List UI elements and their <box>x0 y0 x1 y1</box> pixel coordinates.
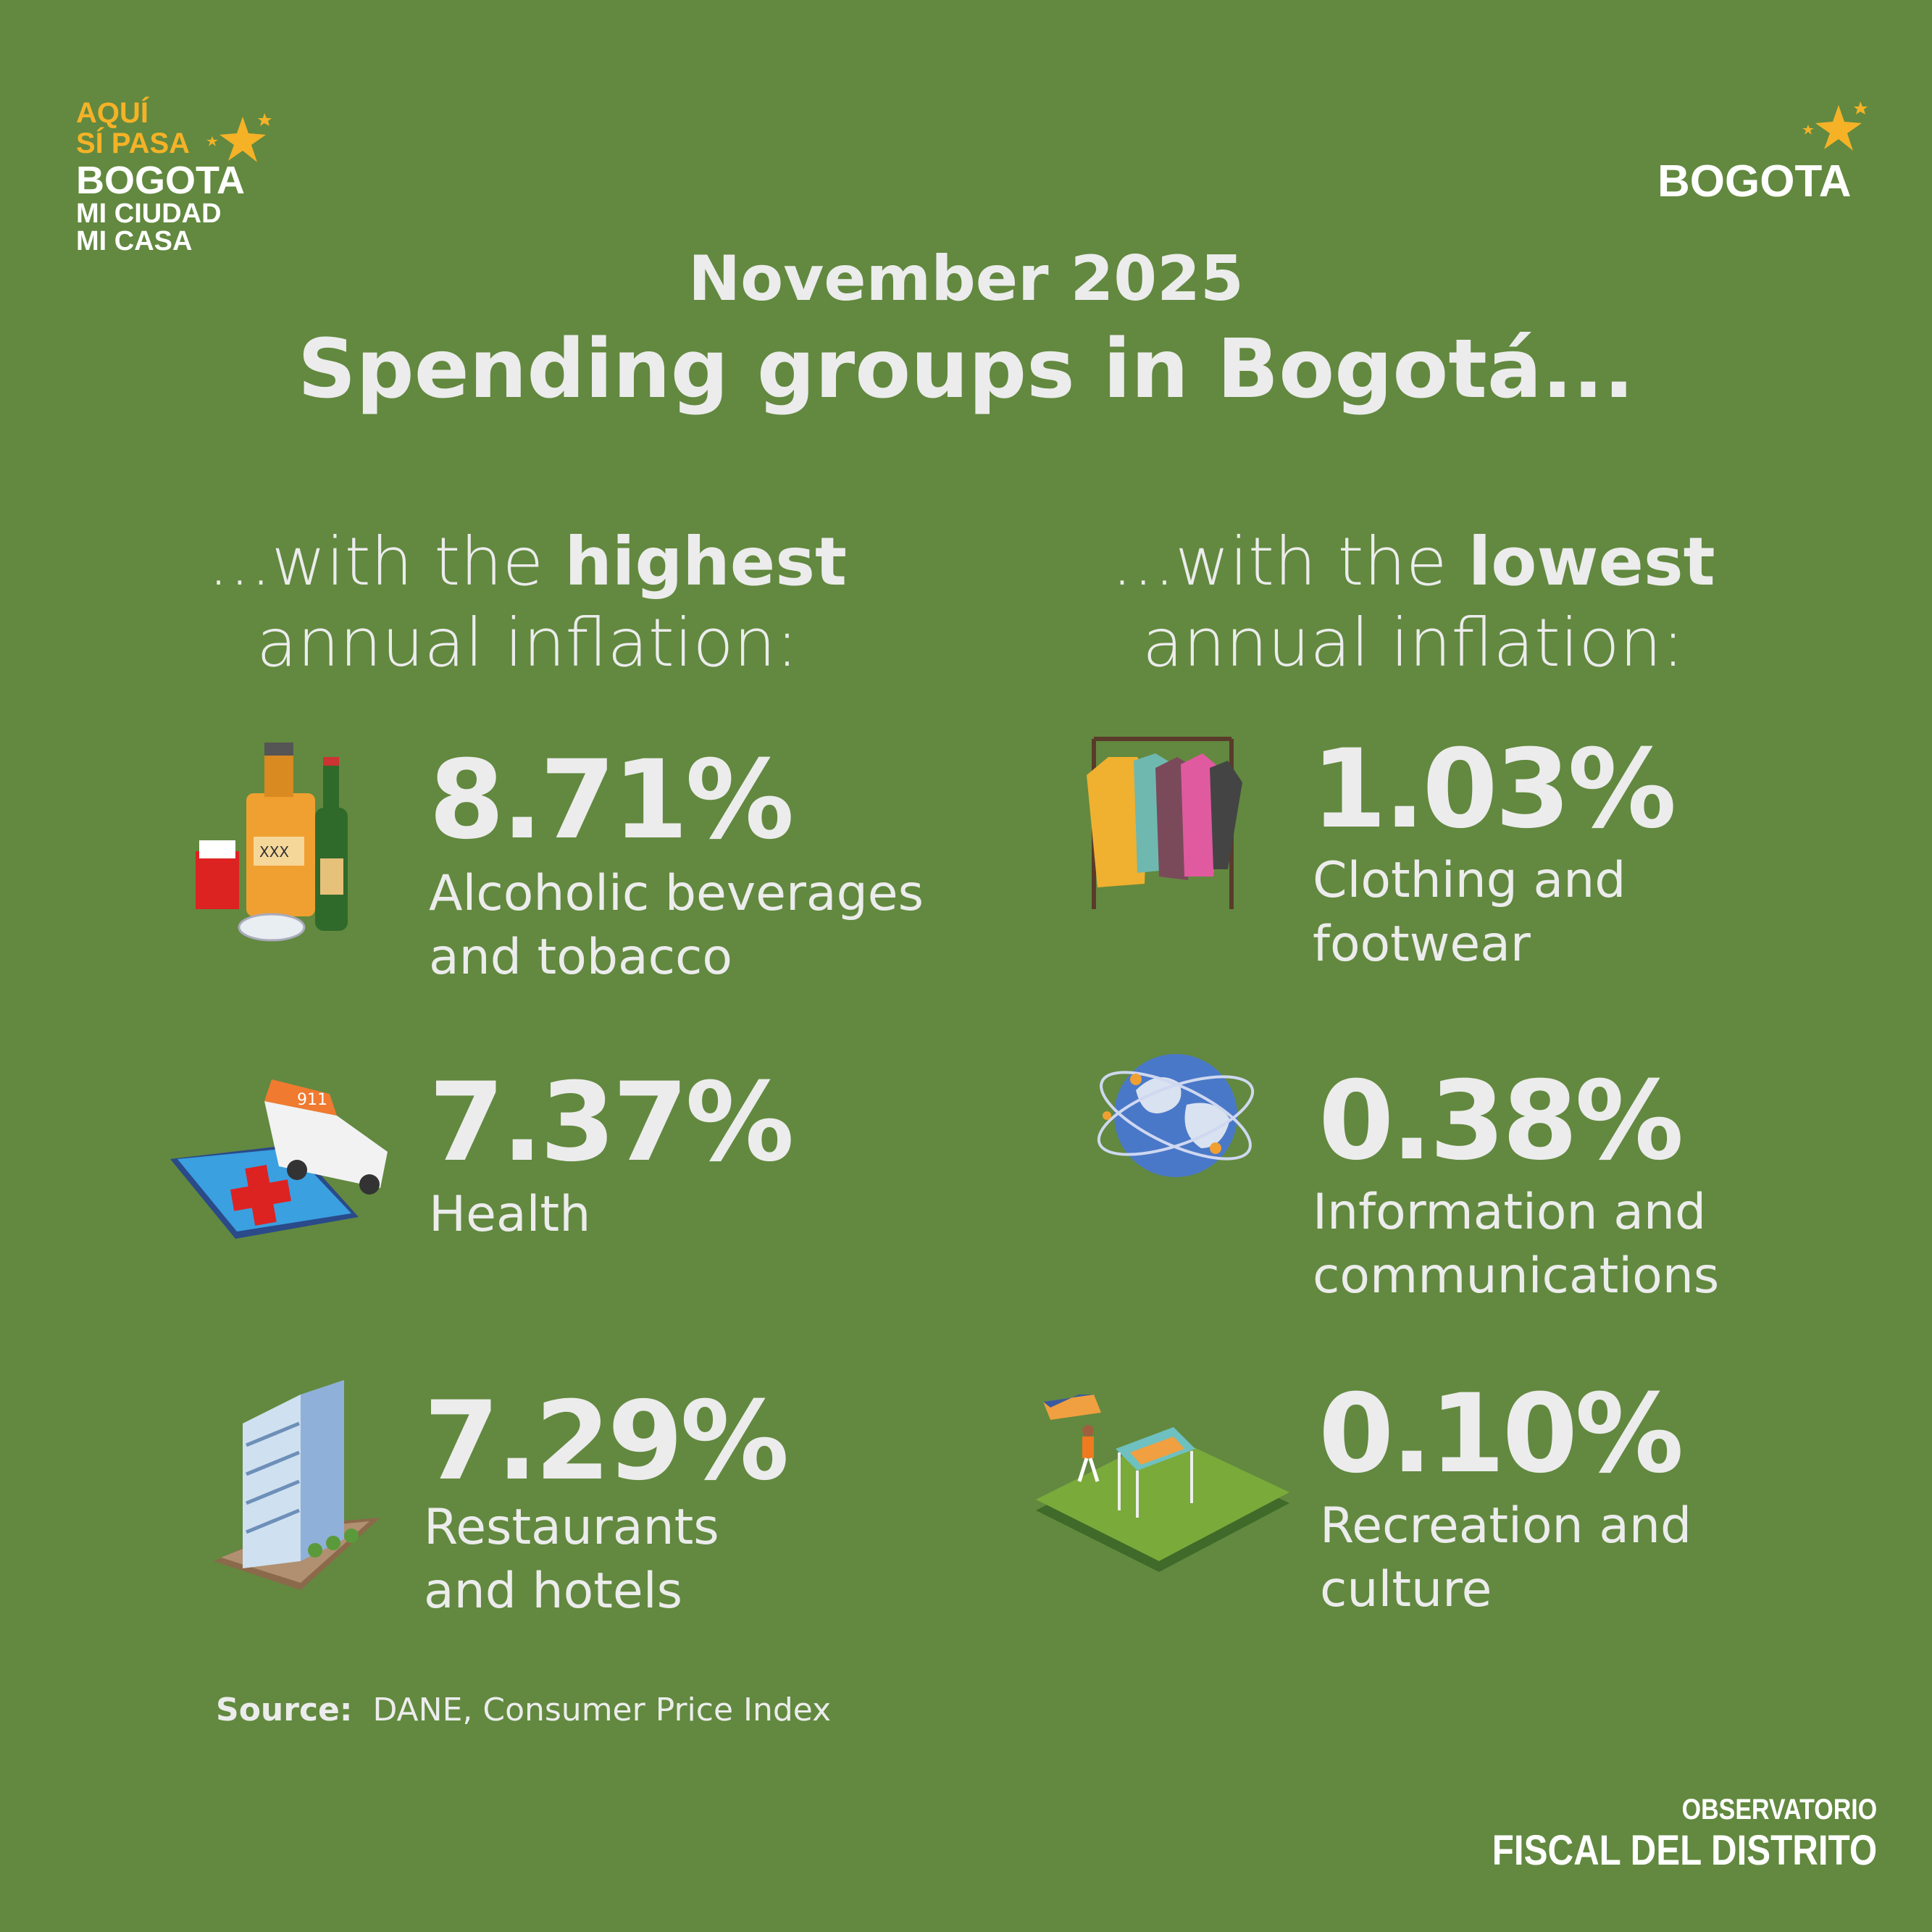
park-recreation-icon <box>1036 1391 1289 1582</box>
svg-text:XXX: XXX <box>259 843 289 861</box>
lowest-heading: ...with the lowest annual inflation: <box>1111 523 1715 682</box>
lowest-value-3: 0.10% <box>1318 1371 1684 1497</box>
globe-network-icon <box>1092 1047 1259 1187</box>
highest-label-2: Health <box>429 1186 591 1243</box>
bogota-logo: BOGOTA <box>1657 101 1875 217</box>
highest-heading: ...with the highest annual inflation: <box>208 523 847 682</box>
highest-value-1: 8.71% <box>429 737 794 863</box>
svg-text:911: 911 <box>297 1091 327 1109</box>
clothing-rack-icon <box>1079 732 1253 916</box>
highest-value-2: 7.37% <box>429 1060 794 1186</box>
lowest-value-2: 0.38% <box>1318 1058 1684 1184</box>
lowest-label-3: Recreation and culture <box>1320 1497 1692 1618</box>
star-icon <box>206 113 272 162</box>
lowest-value-1: 1.03% <box>1311 727 1676 853</box>
highest-value-3: 7.29% <box>424 1379 789 1505</box>
hotel-icon <box>214 1380 384 1597</box>
lowest-label-1: Clothing and footwear <box>1313 852 1626 973</box>
star-icon <box>1802 101 1868 151</box>
ambulance-health-icon: 911 <box>170 1072 395 1253</box>
source-note: Source: DANE, Consumer Price Index <box>216 1691 832 1728</box>
alcohol-tobacco-icon: XXX <box>196 743 362 948</box>
lowest-label-2: Information and communications <box>1313 1184 1720 1305</box>
highest-label-3: Restaurants and hotels <box>424 1499 719 1620</box>
page-title: Spending groups in Bogotá... <box>297 322 1635 417</box>
month-heading: November 2025 <box>688 243 1244 315</box>
observatorio-fiscal-logo: OBSERVATORIO FISCAL DEL DISTRITO <box>1492 1794 1877 1874</box>
aqui-si-pasa-logo: AQUÍ SÍ PASA BOGOTA MI CIUDAD MI CASA <box>76 99 272 255</box>
highest-label-1: Alcoholic beverages and tobacco <box>429 865 924 986</box>
